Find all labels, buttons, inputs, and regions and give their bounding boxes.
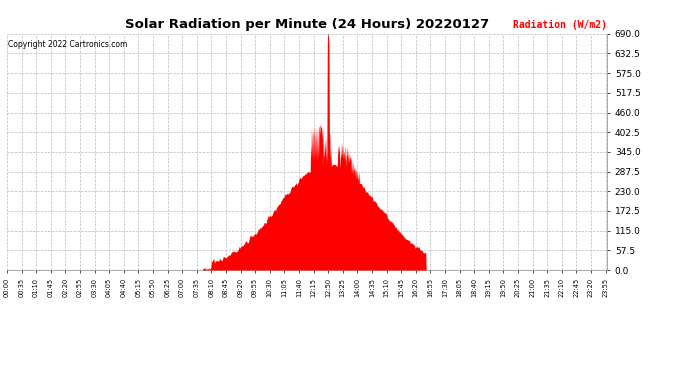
Text: Copyright 2022 Cartronics.com: Copyright 2022 Cartronics.com (8, 40, 128, 49)
Text: Radiation (W/m2): Radiation (W/m2) (513, 20, 607, 30)
Title: Solar Radiation per Minute (24 Hours) 20220127: Solar Radiation per Minute (24 Hours) 20… (125, 18, 489, 31)
